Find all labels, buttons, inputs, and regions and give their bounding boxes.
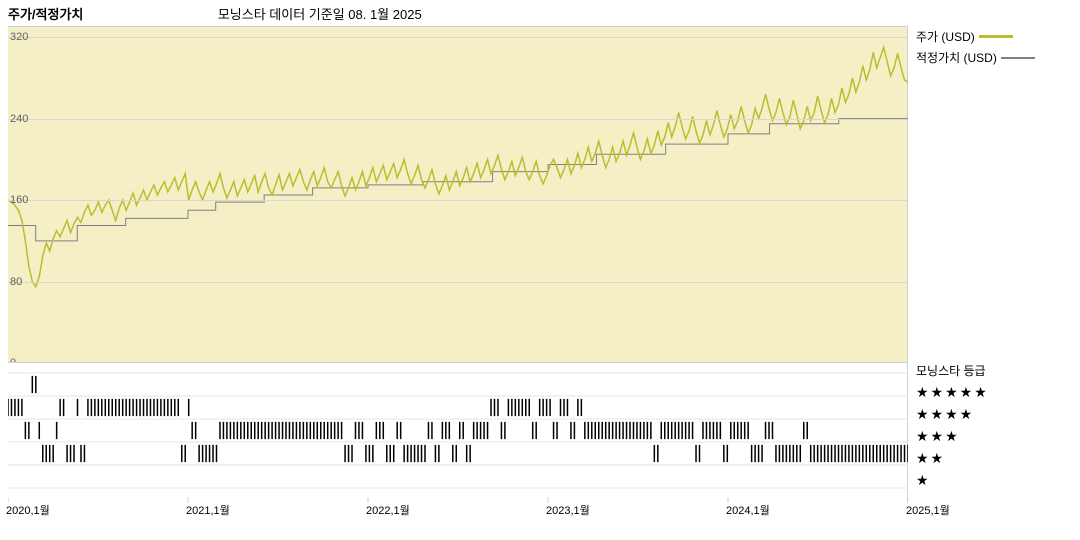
page-subtitle: 모닝스타 데이터 기준일 08. 1월 2025 [218,7,422,22]
x-axis-tick-label: 2024,1월 [726,502,770,518]
rating-canvas [8,363,908,503]
root: 주가/적정가치 모닝스타 데이터 기준일 08. 1월 2025 0801602… [0,0,1080,540]
rating-legend-row: ★★★★★ [916,381,1076,403]
y-axis-tick-label: 320 [10,31,28,43]
price-chart: 080160240320 [8,26,908,362]
x-axis-tick-label: 2025,1월 [906,502,950,518]
header: 주가/적정가치 모닝스타 데이터 기준일 08. 1월 2025 [8,4,1072,26]
legend-swatch-price [979,35,1013,38]
x-axis: 2020,1월2021,1월2022,1월2023,1월2024,1월2025,… [8,502,908,524]
x-axis-tick-label: 2021,1월 [186,502,230,518]
y-axis-tick-label: 240 [10,113,28,125]
legend-label-price: 주가 (USD) [916,28,975,45]
chart-legend: 주가 (USD) 적정가치 (USD) [916,28,1076,70]
rating-legend-row: ★★ [916,447,1076,469]
legend-label-fair: 적정가치 (USD) [916,49,997,66]
rating-legend-title: 모닝스타 등급 [916,362,1076,379]
x-axis-tick-label: 2022,1월 [366,502,410,518]
legend-swatch-fair [1001,57,1035,59]
legend-item-fair: 적정가치 (USD) [916,49,1076,66]
x-axis-tick-label: 2020,1월 [6,502,50,518]
chart-canvas [8,27,908,363]
y-axis-tick-label: 80 [10,276,22,288]
rating-legend-row: ★ [916,469,1076,491]
x-axis-tick-label: 2023,1월 [546,502,590,518]
rating-legend: 모닝스타 등급 ★★★★★★★★★★★★★★★ [916,362,1076,491]
y-axis-tick-label: 160 [10,194,28,206]
rating-legend-row: ★★★ [916,425,1076,447]
page-title: 주가/적정가치 [8,7,83,22]
rating-legend-row: ★★★★ [916,403,1076,425]
legend-item-price: 주가 (USD) [916,28,1076,45]
rating-chart [8,362,908,502]
